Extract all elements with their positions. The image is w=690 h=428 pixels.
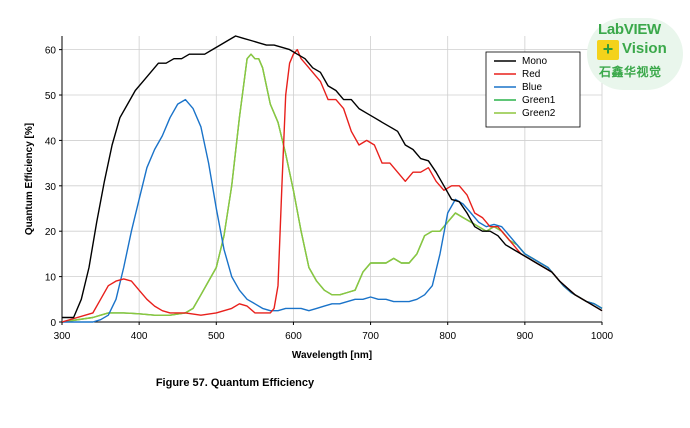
series-line-mono <box>62 35 603 319</box>
labview-vision-logo: LabVIEW + Vision 石鑫华视觉 <box>587 18 683 90</box>
legend-label-mono: Mono <box>522 56 547 67</box>
y-tick-label: 30 <box>45 182 57 193</box>
x-tick-label: 500 <box>208 331 225 342</box>
logo-text-vision: Vision <box>622 40 667 57</box>
x-tick-label: 300 <box>54 331 71 342</box>
legend-label-green1: Green1 <box>522 95 556 106</box>
x-tick-label: 600 <box>285 331 302 342</box>
plus-icon: + <box>597 40 619 60</box>
y-tick-label: 0 <box>50 318 56 329</box>
y-tick-label: 40 <box>45 136 57 147</box>
y-tick-label: 10 <box>45 273 57 284</box>
legend-label-blue: Blue <box>522 82 542 93</box>
y-tick-label: 50 <box>45 91 57 102</box>
x-axis-label: Wavelength [nm] <box>292 350 372 361</box>
x-tick-label: 800 <box>439 331 456 342</box>
legend-label-green2: Green2 <box>522 108 556 119</box>
y-axis-label: Quantum Efficiency [%] <box>24 123 35 235</box>
logo-text-brand: 石鑫华视觉 <box>599 65 662 79</box>
y-tick-label: 60 <box>45 46 57 57</box>
figure-caption: Figure 57. Quantum Efficiency <box>155 377 315 389</box>
chart-ticks: 300 400 500 600 700 800 900 1000 0 10 20 30 40 50 60 <box>45 46 614 342</box>
logo-text-labview: LabVIEW <box>598 21 661 38</box>
chart-axes <box>61 36 602 323</box>
legend: Mono Red Blue Green1 Green2 <box>485 51 581 128</box>
legend-label-red: Red <box>522 69 540 80</box>
x-tick-label: 700 <box>362 331 379 342</box>
series-line-red <box>61 48 603 323</box>
x-tick-label: 400 <box>131 331 148 342</box>
chart-series <box>61 35 603 323</box>
y-tick-label: 20 <box>45 227 57 238</box>
legend-box <box>485 51 581 128</box>
series-line-blue <box>62 98 603 323</box>
x-tick-label: 900 <box>517 331 534 342</box>
x-tick-label: 1000 <box>591 331 614 342</box>
